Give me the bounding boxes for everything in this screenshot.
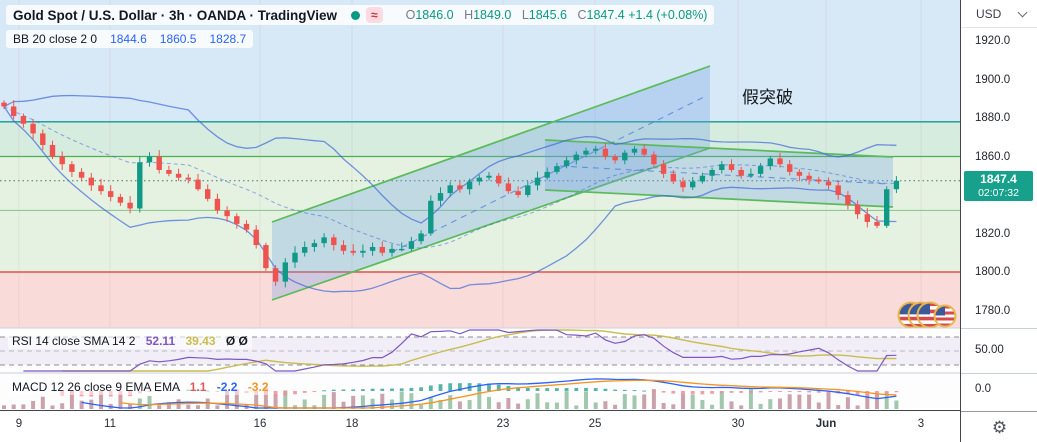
chart-legend: Gold Spot / U.S. Dollar · 3h · OANDA · T…: [6, 5, 715, 25]
descending-channel-line[interactable]: [544, 189, 894, 208]
time-tick-label: 18: [345, 418, 359, 430]
time-axis[interactable]: 9 11 16 18 23 25 30 Jun 3: [0, 410, 960, 442]
bb-lower-band[interactable]: [3, 106, 897, 293]
annotation-fake-breakout[interactable]: 假突破: [742, 88, 793, 107]
currency-selector[interactable]: USD: [961, 0, 1037, 28]
price-tick-label: 1920.0: [975, 35, 1011, 47]
time-tick-label: 25: [588, 418, 602, 430]
chart-canvas[interactable]: 假突破: [0, 0, 960, 410]
bb-upper-value: 1860.5: [159, 32, 197, 46]
macd-hist-value: 1.1: [189, 380, 207, 394]
change-value: +1.4 (+0.08%): [628, 8, 708, 22]
time-tick-label: 23: [496, 418, 510, 430]
settings-gear-icon[interactable]: ⚙: [961, 411, 1037, 442]
current-price-tag: 1847.4 02:07:32: [964, 171, 1033, 201]
rsi-band-values: Ø Ø: [225, 334, 248, 348]
price-tick-label: 1780.0: [975, 304, 1011, 317]
current-price-value: 1847.4: [980, 172, 1017, 186]
chevron-down-icon: [1017, 7, 1028, 17]
macd-signal-value: -3.2: [247, 380, 269, 394]
open-value: 1846.0: [415, 8, 454, 22]
rsi-sma-value: 39.43: [185, 334, 216, 348]
time-tick-label: 11: [104, 418, 116, 430]
time-tick-label: 3: [917, 418, 925, 430]
candles[interactable]: [1, 100, 900, 288]
bb-label: BB 20 close 2 0: [13, 32, 98, 46]
bb-lower-value: 1828.7: [209, 32, 247, 46]
high-label: H: [464, 8, 474, 22]
rsi-value: 52.11: [145, 334, 176, 348]
bb-basis-value: 1844.6: [110, 32, 147, 46]
us-flag-icon: [934, 305, 956, 327]
price-axis[interactable]: USD 1847.4 02:07:32 50.00 0.0 ⚙ 1920.0 19…: [960, 0, 1037, 442]
ascending-channel-line[interactable]: [271, 65, 711, 223]
market-open-dot-icon[interactable]: [351, 10, 361, 20]
flag-stickers[interactable]: [897, 301, 957, 329]
rsi-label: RSI 14 close SMA 14 2: [12, 334, 136, 348]
macd-status-row[interactable]: MACD 12 26 close 9 EMA EMA 1.1 -2.2 -3.2: [8, 379, 273, 395]
currency-label: USD: [976, 6, 1002, 21]
high-value: 1849.0: [473, 8, 512, 22]
rsi-sma-line[interactable]: [62, 329, 897, 372]
price-tick-label: 1860.0: [975, 150, 1011, 163]
close-value: 1847.4: [586, 8, 625, 22]
low-label: L: [521, 8, 529, 22]
approx-price-badge[interactable]: ≈: [366, 7, 383, 23]
bb-status-row[interactable]: BB 20 close 2 0 1844.6 1860.5 1828.7: [6, 30, 254, 48]
price-tick-label: 1900.0: [975, 73, 1011, 86]
rsi-line[interactable]: [23, 329, 897, 372]
price-tick-label: 1820.0: [975, 227, 1011, 240]
bb-basis[interactable]: [3, 106, 897, 249]
pane-separator: [961, 373, 1037, 374]
macd-axis-tick: 0.0: [975, 383, 991, 395]
time-tick-label: 16: [253, 418, 267, 430]
descending-channel-fill[interactable]: [545, 140, 893, 207]
macd-signal-line[interactable]: [120, 379, 897, 409]
rsi-axis-tick: 50.00: [975, 344, 1004, 356]
symbol-title[interactable]: Gold Spot / U.S. Dollar · 3h · OANDA · T…: [13, 7, 338, 23]
low-value: 1845.6: [528, 8, 568, 22]
time-tick-label: 9: [15, 418, 23, 430]
price-tick-label: 1880.0: [975, 112, 1011, 124]
volume-bars: [2, 387, 899, 409]
macd-label: MACD 12 26 close 9 EMA EMA: [12, 380, 180, 394]
ohlc-values: O1846.0 H1849.0 L1845.6 C1847.4 +1.4 (+0…: [399, 8, 708, 22]
ascending-channel-midline[interactable]: [391, 95, 707, 253]
macd-line-value: -2.2: [216, 380, 238, 394]
close-label: C: [577, 8, 587, 22]
ascending-channel-fill[interactable]: [272, 66, 710, 300]
zone-teal: [0, 121, 960, 157]
zone-pink: [0, 272, 960, 328]
time-tick-label: Jun: [815, 418, 837, 430]
pane-separator: [961, 328, 1037, 329]
descending-channel-line[interactable]: [544, 139, 894, 158]
bar-countdown: 02:07:32: [978, 187, 1019, 199]
price-tick-label: 1800.0: [975, 266, 1011, 278]
rsi-status-row[interactable]: RSI 14 close SMA 14 2 52.11 39.43 Ø Ø: [8, 333, 252, 349]
open-label: O: [405, 8, 416, 22]
time-tick-label: 30: [731, 418, 745, 430]
